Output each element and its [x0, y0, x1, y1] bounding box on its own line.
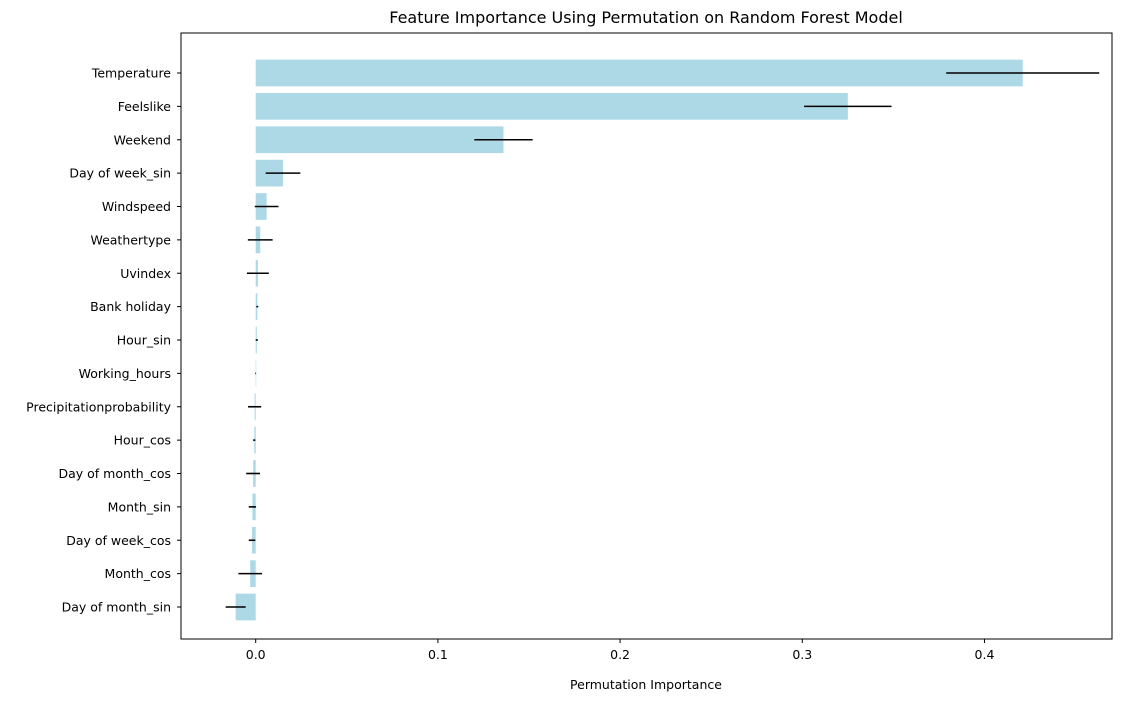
y-tick-label-2: Weekend: [114, 132, 171, 147]
y-tick-label-14: Day of week_cos: [66, 533, 171, 548]
y-tick-label-16: Day of month_sin: [62, 600, 171, 615]
bars-layer: [236, 60, 1023, 621]
bar-1: [256, 93, 848, 120]
chart-title: Feature Importance Using Permutation on …: [389, 8, 903, 27]
y-tick-label-9: Working_hours: [79, 366, 171, 381]
y-tick-label-15: Month_cos: [105, 566, 171, 581]
y-tick-label-8: Hour_sin: [117, 333, 171, 348]
y-tick-label-6: Uvindex: [120, 266, 171, 281]
x-tick-label-3: 0.3: [792, 647, 812, 662]
y-axis-ticks: Temperature Feelslike Weekend Day of week_s…: [26, 66, 181, 615]
y-tick-label-0: Temperature: [91, 66, 171, 81]
y-tick-label-13: Month_sin: [108, 499, 171, 514]
y-tick-label-7: Bank holiday: [90, 299, 171, 314]
y-tick-label-11: Hour_cos: [114, 433, 171, 448]
y-tick-label-1: Feelslike: [118, 99, 172, 114]
y-tick-label-10: Precipitationprobability: [26, 399, 171, 414]
y-tick-label-3: Day of week_sin: [69, 166, 171, 181]
plot-frame: [181, 33, 1112, 639]
x-axis-label: Permutation Importance: [570, 677, 722, 692]
x-tick-label-4: 0.4: [975, 647, 995, 662]
bar-2: [256, 126, 504, 153]
y-tick-label-12: Day of month_cos: [58, 466, 171, 481]
x-tick-label-0: 0.0: [246, 647, 266, 662]
x-tick-label-1: 0.1: [428, 647, 448, 662]
y-tick-label-4: Windspeed: [102, 199, 171, 214]
y-tick-label-5: Weathertype: [90, 232, 171, 247]
bar-0: [256, 60, 1023, 87]
x-tick-label-2: 0.2: [610, 647, 630, 662]
x-axis-ticks: 0.0 0.1 0.2 0.3 0.4: [246, 639, 995, 662]
